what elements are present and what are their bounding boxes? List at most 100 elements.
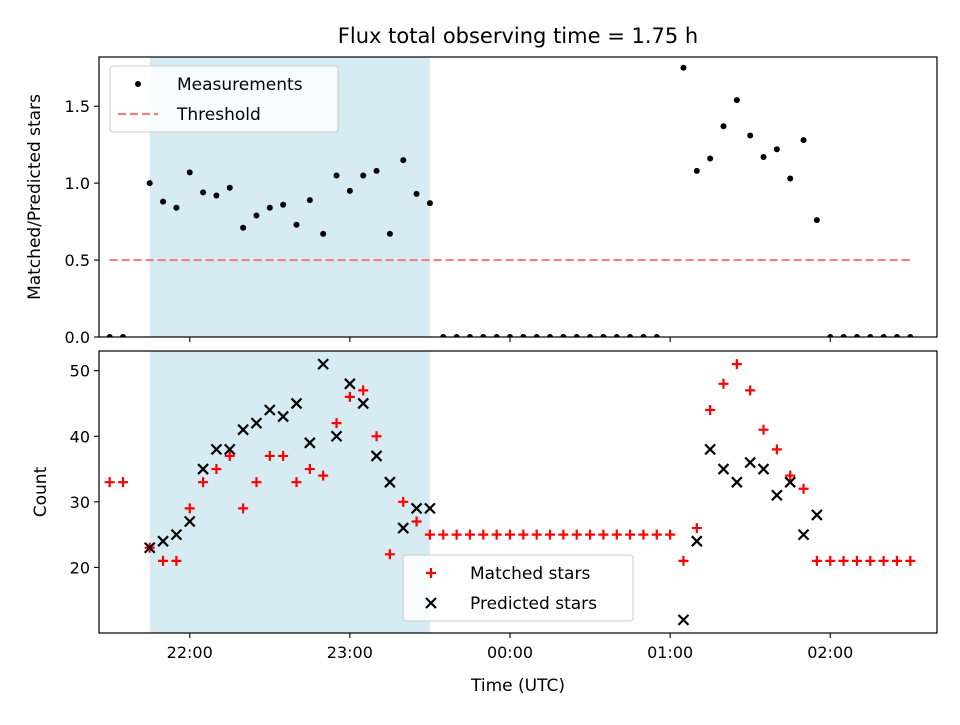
- legend-label: Measurements: [177, 75, 303, 95]
- matched-star-point: [331, 418, 342, 429]
- measurement-point: [653, 334, 660, 337]
- predicted-star-point: [424, 502, 436, 515]
- matched-star-point: [438, 529, 449, 540]
- predicted-star-point: [357, 397, 369, 410]
- matched-star-point: [625, 529, 636, 540]
- measurement-point: [533, 334, 540, 337]
- predicted-star-point: [691, 535, 703, 547]
- predicted-star-point: [731, 476, 743, 488]
- x-tick-label: 01:00: [647, 643, 693, 662]
- axes-frame: [98, 56, 938, 338]
- matched-star-point: [464, 529, 475, 540]
- measurement-point: [333, 172, 340, 179]
- matched-star-point: [451, 529, 462, 540]
- legend-label: Matched stars: [470, 564, 590, 584]
- measurement-point: [600, 334, 607, 337]
- measurement-point: [120, 334, 127, 337]
- predicted-star-point: [237, 423, 249, 436]
- measurement-point: [840, 334, 847, 337]
- matched-star-point: [304, 464, 315, 475]
- measurement-point: [440, 334, 447, 337]
- predicted-star-point: [250, 417, 263, 429]
- y-axis-label: Count: [31, 466, 51, 517]
- predicted-star-point: [197, 463, 209, 475]
- legend-marker-predicted: [425, 597, 437, 609]
- measurement-point: [360, 172, 367, 179]
- predicted-star-point: [143, 541, 156, 554]
- predicted-star-point: [330, 430, 343, 443]
- matched-star-point: [504, 529, 515, 540]
- predicted-star-point: [811, 509, 823, 521]
- axes-frame: [98, 350, 938, 634]
- y-tick-label: 50: [70, 362, 90, 381]
- legend-box: [109, 65, 339, 133]
- predicted-star-point: [397, 522, 410, 534]
- y-axis-label: Matched/Predicted stars: [25, 94, 45, 300]
- measurement-point: [787, 175, 794, 182]
- legend-box: [402, 554, 634, 622]
- measurement-point: [453, 334, 460, 337]
- series-matched-stars: [104, 359, 916, 566]
- matched-star-point: [545, 529, 556, 540]
- measurement-point: [266, 204, 273, 211]
- matched-star-point: [344, 391, 355, 402]
- plot-area: [104, 358, 916, 626]
- predicted-star-point: [304, 437, 316, 449]
- predicted-star-point: [744, 456, 756, 469]
- measurement-point: [760, 154, 767, 160]
- measurement-point: [146, 180, 153, 187]
- matched-star-point: [158, 555, 169, 566]
- measurement-point: [640, 334, 647, 337]
- predicted-star-point: [344, 378, 356, 390]
- x-tick-label: 02:00: [807, 643, 853, 662]
- predicted-star-point: [410, 502, 423, 515]
- measurement-point: [733, 97, 740, 104]
- matched-star-point: [171, 555, 182, 566]
- measurement-point: [693, 167, 700, 174]
- measurement-point: [373, 167, 380, 174]
- matched-star-point: [598, 529, 609, 540]
- measurement-point: [613, 334, 620, 337]
- matched-star-point: [718, 378, 729, 389]
- measurement-point: [213, 192, 220, 199]
- matched-star-point: [424, 529, 435, 540]
- measurement-point: [853, 334, 860, 337]
- matched-star-point: [825, 555, 836, 566]
- measurement-point: [306, 197, 313, 204]
- measurement-point: [720, 123, 727, 130]
- predicted-star-point: [771, 489, 783, 502]
- x-tick-label: 22:00: [167, 643, 213, 662]
- measurement-point: [907, 334, 914, 337]
- plot-area: [106, 64, 914, 337]
- matched-star-point: [211, 464, 222, 475]
- matched-star-point: [318, 470, 329, 481]
- legend: Matched stars Predicted stars: [402, 554, 634, 622]
- measurement-point: [386, 230, 393, 237]
- matched-star-point: [118, 477, 129, 488]
- measurement-point: [400, 157, 407, 164]
- matched-star-point: [705, 405, 716, 416]
- matched-star-point: [571, 529, 582, 540]
- matched-star-point: [104, 477, 115, 488]
- x-tick-label: 00:00: [487, 643, 533, 662]
- matched-star-point: [651, 529, 662, 540]
- legend-label: Threshold: [176, 105, 261, 125]
- predicted-star-point: [757, 463, 770, 475]
- predicted-star-point: [704, 443, 716, 456]
- matched-star-point: [198, 477, 209, 488]
- measurement-point: [186, 169, 193, 176]
- matched-star-point: [291, 477, 302, 488]
- measurement-point: [747, 132, 754, 139]
- measurement-point: [480, 334, 487, 337]
- measurement-point: [280, 201, 287, 208]
- predicted-star-point: [797, 528, 810, 541]
- predicted-star-point: [277, 410, 289, 423]
- observing-window-shade: [149, 351, 430, 633]
- predicted-star-point: [170, 528, 183, 541]
- y-tick-label: 20: [70, 558, 90, 577]
- measurement-point: [587, 334, 594, 337]
- predicted-star-point: [784, 476, 796, 488]
- matched-star-point: [878, 555, 889, 566]
- y-tick-label: 30: [70, 493, 90, 512]
